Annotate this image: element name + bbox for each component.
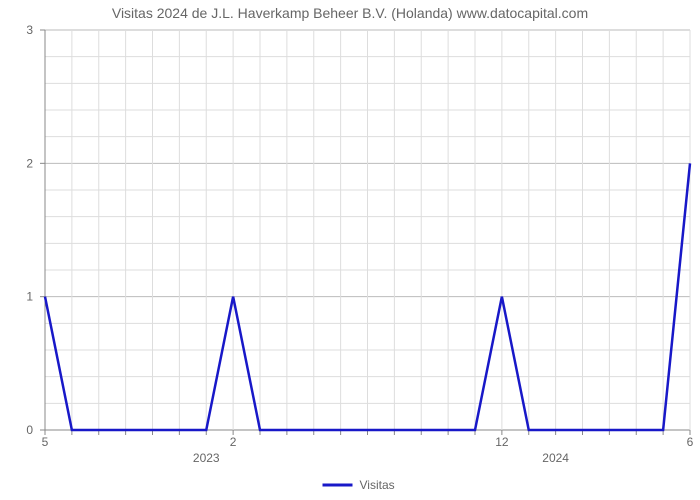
grid [45,30,690,430]
x-year-label: 2024 [542,451,569,465]
y-tick-label: 2 [26,156,33,170]
x-tick-label: 2 [230,435,237,449]
x-tick-label: 6 [687,435,694,449]
y-axis: 0 1 2 3 [26,23,45,437]
x-axis: 5 2 12 6 2023 2024 [42,430,694,465]
legend-label: Visitas [360,478,395,492]
y-tick-label: 3 [26,23,33,37]
chart-title: Visitas 2024 de J.L. Haverkamp Beheer B.… [112,5,588,21]
x-year-label: 2023 [193,451,220,465]
legend: Visitas [323,478,395,492]
visits-chart: Visitas 2024 de J.L. Haverkamp Beheer B.… [0,0,700,500]
y-tick-label: 1 [26,290,33,304]
x-tick-label: 12 [495,435,509,449]
y-tick-label: 0 [26,423,33,437]
x-tick-label: 5 [42,435,49,449]
